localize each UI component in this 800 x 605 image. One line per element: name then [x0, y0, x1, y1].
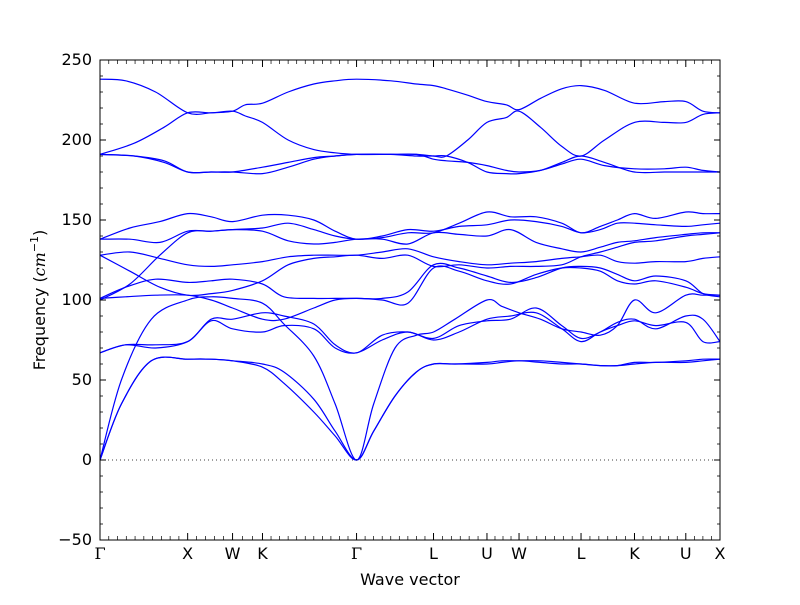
y-axis-title-close: ): [30, 230, 49, 236]
band-line-2: [99, 356, 721, 461]
y-tick-label: 100: [61, 290, 92, 309]
x-tick-label-w: W: [511, 544, 527, 563]
y-axis-title-exponent: −1: [28, 236, 41, 252]
band-line-11: [99, 212, 721, 240]
band-line-6: [99, 265, 721, 322]
y-tick-label: 250: [61, 50, 92, 69]
band-lines: [99, 78, 721, 461]
x-tick-label-u: U: [680, 544, 692, 563]
y-axis-title-text: Frequency (: [30, 276, 49, 370]
x-tick-label-x: X: [715, 544, 726, 563]
x-tick-label-u: U: [481, 544, 493, 563]
band-line-15: [99, 110, 721, 158]
band-line-16: [99, 78, 721, 115]
band-line-7: [99, 262, 721, 300]
x-tick-label-l: L: [577, 544, 586, 563]
y-axis-title: Frequency (cm−1): [28, 230, 49, 371]
x-tick-label-w: W: [225, 544, 241, 563]
band-line-14: [99, 153, 720, 175]
x-axis-title: Wave vector: [360, 570, 460, 589]
x-tick-label-l: L: [429, 544, 438, 563]
band-line-9: [99, 232, 721, 297]
y-axis-title-unit: cm: [30, 252, 49, 276]
y-tick-label: 50: [72, 370, 92, 389]
x-tick-label-k: K: [257, 544, 268, 563]
y-tick-label: 200: [61, 130, 92, 149]
x-tick-label-gamma: Γ: [351, 544, 362, 563]
band-line-8: [99, 248, 721, 268]
x-tick-label-gamma: Γ: [94, 544, 105, 563]
y-tick-label: 150: [61, 210, 92, 229]
y-tick-label: −50: [58, 530, 92, 549]
y-tick-labels: −50 0 50 100 150 200 250: [58, 50, 92, 549]
x-tick-label-x: X: [182, 544, 193, 563]
y-tick-label: 0: [82, 450, 92, 469]
x-tick-label-k: K: [629, 544, 640, 563]
band-line-5: [99, 307, 721, 354]
band-line-4: [99, 311, 721, 354]
band-line-12: [99, 211, 721, 301]
plot-frame: [99, 59, 721, 541]
